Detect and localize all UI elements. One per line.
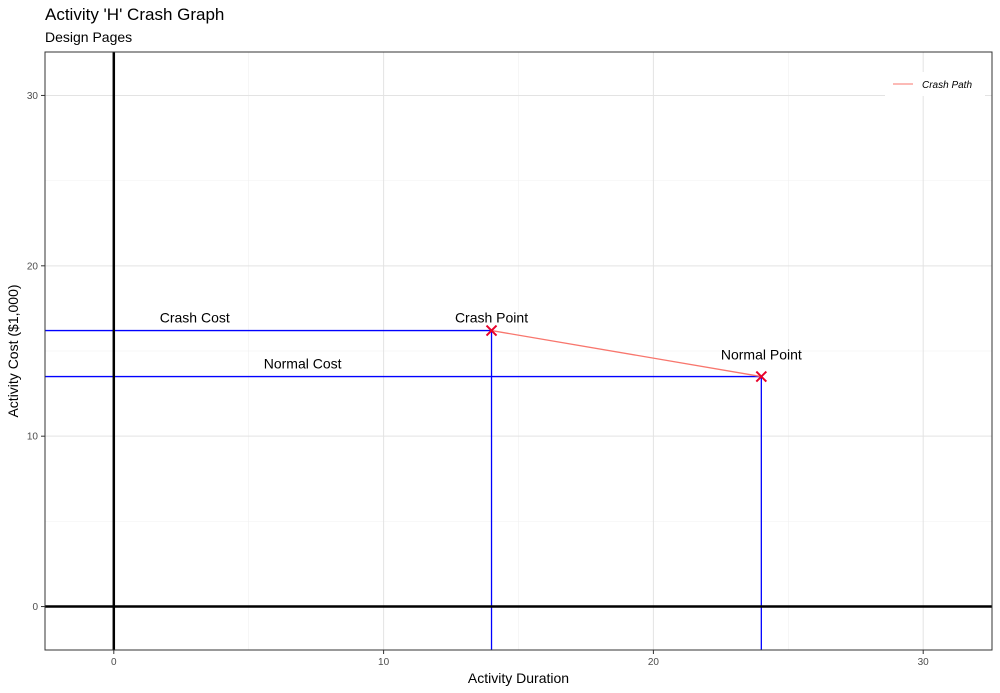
chart-title: Activity 'H' Crash Graph <box>45 5 225 24</box>
y-tick-label: 30 <box>27 91 39 102</box>
y-tick-label: 10 <box>27 432 39 443</box>
crash-cost-label: Crash Cost <box>160 310 230 326</box>
legend-label-crash-path: Crash Path <box>922 80 972 91</box>
x-axis-title: Activity Duration <box>468 670 569 686</box>
chart-subtitle: Design Pages <box>45 29 133 45</box>
panel-border <box>44 51 993 651</box>
grid-lines <box>45 52 992 650</box>
normal-point-label: Normal Point <box>721 347 802 363</box>
y-axis-title: Activity Cost ($1,000) <box>5 284 21 417</box>
crash-point-label: Crash Point <box>455 310 528 326</box>
y-tick-label: 20 <box>27 261 39 272</box>
marker-stroke <box>485 324 498 337</box>
axis-ticks: 0 10 20 30 0 10 20 30 <box>27 91 929 668</box>
annotations: Crash Cost Normal Cost Crash Point Normal P… <box>160 310 802 372</box>
series-line-crash-path <box>491 329 762 378</box>
legend: Crash Path <box>885 72 985 96</box>
x-tick-label: 30 <box>918 657 930 668</box>
x-tick-label: 20 <box>648 657 660 668</box>
normal-cost-label: Normal Cost <box>264 356 342 372</box>
x-tick-label: 10 <box>378 657 390 668</box>
y-tick-label: 0 <box>32 602 38 613</box>
marker-stroke <box>755 370 768 383</box>
point-markers <box>485 324 768 383</box>
normal-point-marker <box>755 370 768 383</box>
zero-axis-lines <box>45 52 992 650</box>
x-tick-label: 0 <box>111 657 117 668</box>
reference-lines <box>45 329 762 650</box>
crash-point-marker <box>485 324 498 337</box>
series-lines <box>491 329 762 378</box>
